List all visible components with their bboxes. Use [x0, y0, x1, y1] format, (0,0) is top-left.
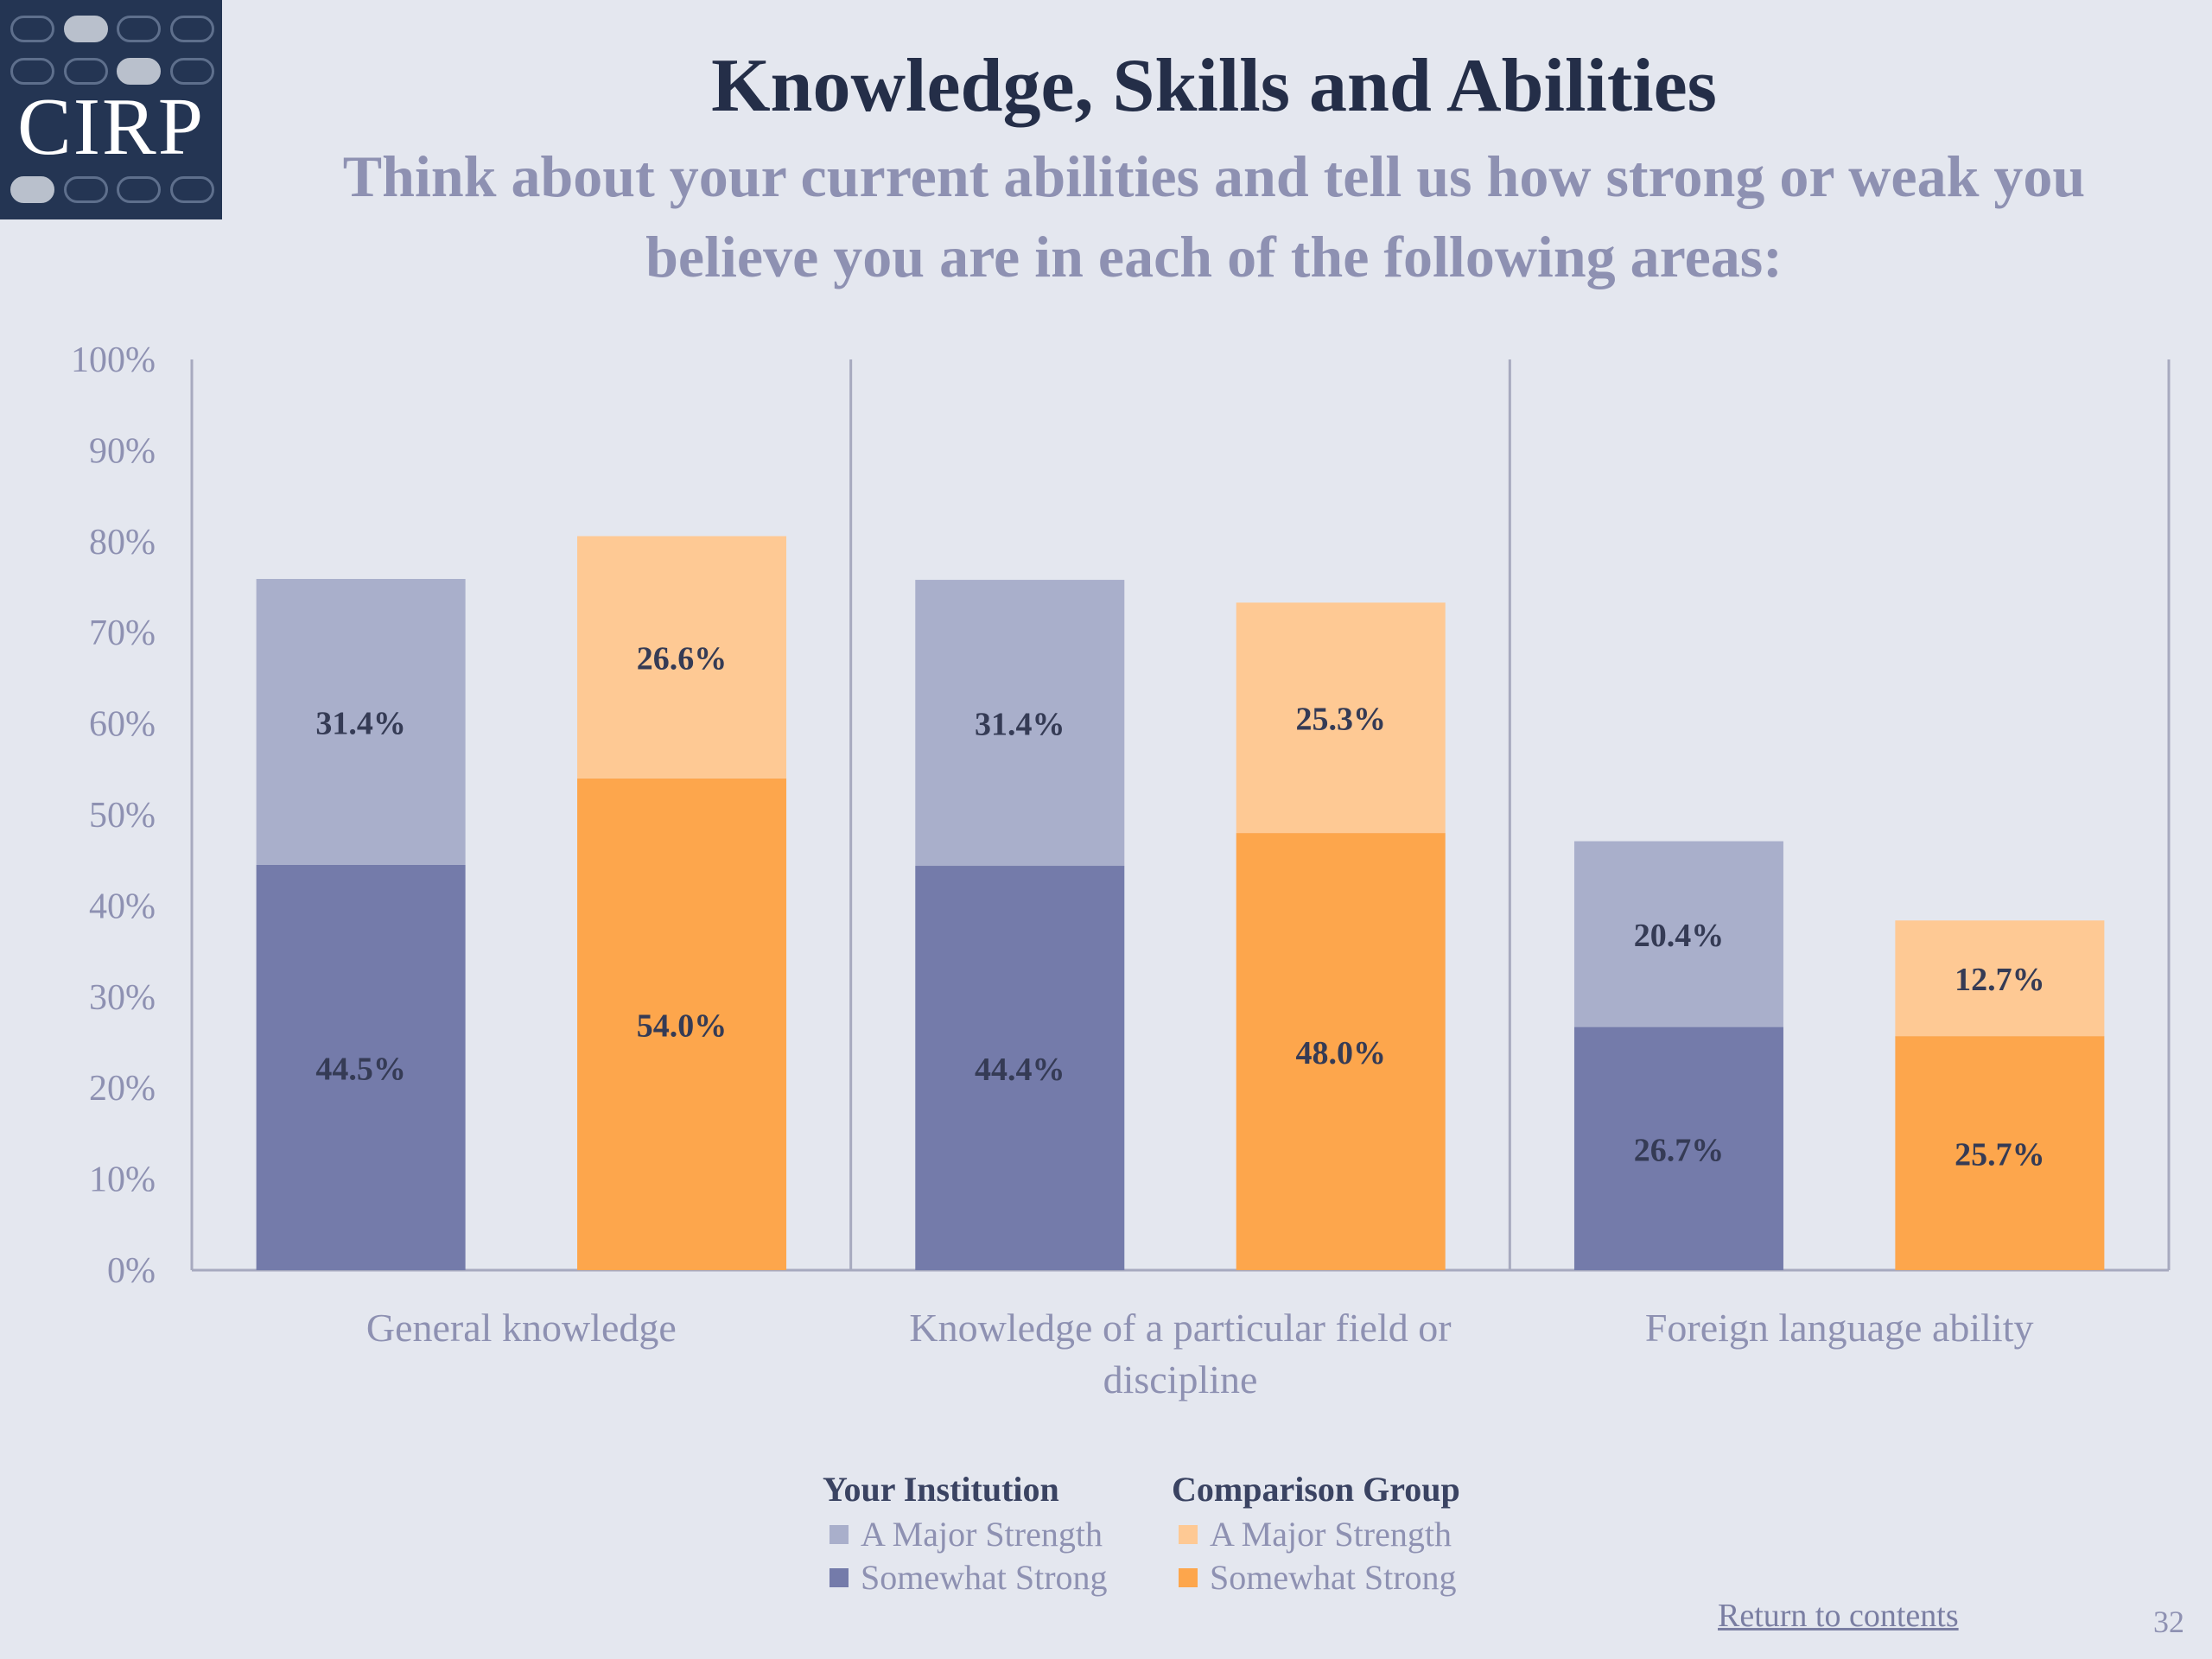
bar-segment: [1573, 841, 1783, 1027]
legend-heading-comparison: Comparison Group: [1172, 1470, 1460, 1509]
legend-swatch: [1179, 1524, 1198, 1544]
bar-segment: [577, 778, 787, 1270]
bar-segment: [1573, 1027, 1783, 1270]
y-tick-label: 10%: [89, 1160, 156, 1200]
bar-segment: [1895, 920, 2105, 1037]
data-label: 25.3%: [1295, 702, 1386, 738]
data-label: 44.4%: [975, 1052, 1065, 1088]
page-subtitle: Think about your current abilities and t…: [342, 143, 2086, 289]
stacked-bar-chart: 0% 10% 20% 30% 40% 50% 60% 70% 80% 90% 100% General…: [71, 340, 2171, 1402]
legend-label: Somewhat Strong: [861, 1558, 1108, 1597]
data-label: 54.0%: [637, 1007, 728, 1044]
y-tick-label: 20%: [89, 1069, 156, 1109]
y-tick-label: 0%: [107, 1251, 156, 1291]
legend-item-comparison-major: A Major Strength: [1179, 1514, 1452, 1554]
legend-item-institution-somewhat: Somewhat Strong: [830, 1557, 1108, 1598]
y-tick-label: 60%: [89, 705, 156, 745]
logo-text: CIRP: [17, 82, 205, 172]
data-label: 26.6%: [637, 641, 728, 677]
data-label: 26.7%: [1634, 1132, 1725, 1168]
legend-label: A Major Strength: [1210, 1515, 1452, 1554]
bar-segment: [915, 866, 1125, 1270]
data-label: 25.7%: [1955, 1137, 2045, 1173]
data-label: 20.4%: [1634, 918, 1725, 954]
legend-heading-institution: Your Institution: [823, 1470, 1059, 1509]
data-label: 12.7%: [1955, 962, 2045, 998]
logo-pill-row: [10, 176, 214, 204]
y-tick-label: 30%: [89, 978, 156, 1018]
y-tick-label: 50%: [89, 796, 156, 836]
data-label: 31.4%: [315, 705, 406, 741]
cirp-logo: CIRP: [0, 0, 222, 219]
bar-segment: [256, 579, 466, 865]
return-to-contents-link[interactable]: Return to contents: [1718, 1598, 1959, 1634]
legend-item-institution-major: A Major Strength: [830, 1514, 1103, 1554]
logo-pill-row: [10, 16, 214, 43]
x-category-label: Foreign language ability: [1645, 1306, 2034, 1350]
bar-segment: [577, 536, 787, 779]
x-category-label: discipline: [1103, 1357, 1258, 1402]
x-category-label: Knowledge of a particular field or: [909, 1306, 1451, 1350]
logo-pill-row: [10, 58, 214, 86]
bar-segment: [1895, 1036, 2105, 1270]
y-tick-label: 90%: [89, 431, 156, 471]
page-number: 32: [2153, 1605, 2184, 1639]
x-category-label: General knowledge: [366, 1306, 677, 1350]
page-title: Knowledge, Skills and Abilities: [711, 44, 1717, 128]
bar-segment: [915, 580, 1125, 867]
y-tick-label: 70%: [89, 613, 156, 653]
data-label: 44.5%: [315, 1051, 406, 1087]
legend-label: Somewhat Strong: [1210, 1558, 1457, 1597]
data-label: 48.0%: [1295, 1035, 1386, 1071]
y-tick-label: 80%: [89, 523, 156, 563]
y-tick-label: 100%: [71, 340, 156, 380]
legend-swatch: [830, 1567, 849, 1587]
legend-swatch: [830, 1524, 849, 1544]
data-label: 31.4%: [975, 707, 1065, 743]
bar-segment: [1236, 833, 1446, 1270]
bar-segment: [256, 864, 466, 1270]
y-tick-label: 40%: [89, 887, 156, 926]
legend-label: A Major Strength: [861, 1515, 1103, 1554]
legend-item-comparison-somewhat: Somewhat Strong: [1179, 1557, 1457, 1598]
bar-segment: [1236, 602, 1446, 834]
legend-swatch: [1179, 1567, 1198, 1587]
